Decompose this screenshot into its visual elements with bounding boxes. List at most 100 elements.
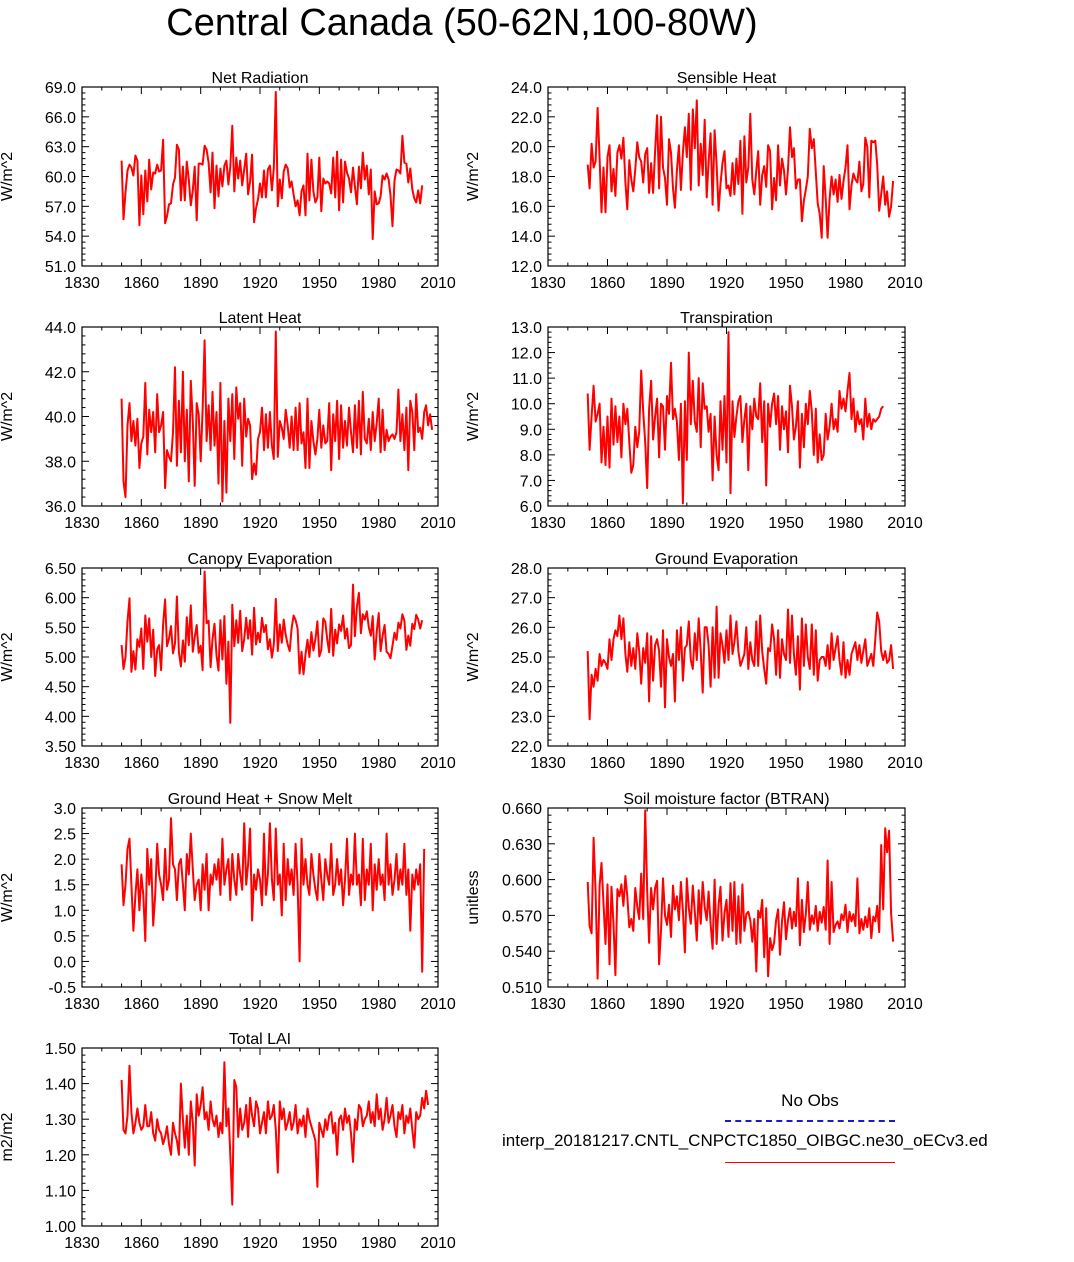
x-tick-label: 1890 — [183, 996, 219, 1013]
chart-panel-9: Total LAI m2/m2 1.00 1.10 1.20 1.30 1.40 1.50 18… — [0, 1031, 456, 1252]
x-tick-label: 1980 — [361, 996, 397, 1013]
y-tick-label: 69.0 — [45, 80, 76, 97]
x-tick-label: 1920 — [242, 275, 278, 292]
x-tick-label: 2010 — [420, 755, 456, 772]
chart-panel-4: Transpiration W/m^2 6.0 7.0 8.0 9.0 10.0 11.0 12… — [465, 310, 923, 532]
panel-title: Net Radiation — [212, 70, 309, 87]
y-tick-label: 7.0 — [520, 473, 542, 490]
y-tick-label: 14.0 — [511, 229, 542, 246]
y-tick-label: 51.0 — [45, 259, 76, 276]
x-tick-label: 2010 — [887, 996, 923, 1013]
x-tick-label: 1830 — [530, 515, 566, 532]
y-tick-label: 6.00 — [45, 591, 76, 608]
chart-panel-2: Sensible Heat W/m^2 12.0 14.0 16.0 18.0 20.0 22… — [465, 70, 923, 292]
x-tick-label: 1950 — [302, 1235, 338, 1252]
x-tick-label: 1950 — [768, 515, 804, 532]
chart-panel-7: Ground Heat + Snow Melt W/m^2 -0.5 0.0 0.5 1.… — [0, 791, 456, 1013]
chart-panel-6: Ground Evaporation W/m^2 22.0 23.0 24.0 25.0 2… — [465, 551, 923, 772]
panel-title: Ground Evaporation — [655, 551, 798, 568]
y-axis-label: W/m^2 — [0, 152, 16, 201]
x-tick-label: 1860 — [590, 515, 626, 532]
y-tick-label: 1.5 — [54, 878, 76, 895]
series-line — [586, 809, 895, 980]
x-tick-label: 1980 — [361, 755, 397, 772]
y-axis-label: W/m^2 — [0, 873, 16, 922]
x-tick-label: 1830 — [530, 755, 566, 772]
y-tick-label: 1.20 — [45, 1148, 76, 1165]
y-tick-label: 66.0 — [45, 110, 76, 127]
y-tick-label: 42.0 — [45, 365, 76, 382]
x-tick-label: 1890 — [183, 755, 219, 772]
series-line — [586, 605, 895, 721]
x-tick-label: 1830 — [530, 275, 566, 292]
x-tick-label: 1920 — [709, 275, 745, 292]
y-tick-label: -0.5 — [48, 980, 76, 997]
x-tick-label: 1890 — [183, 1235, 219, 1252]
y-tick-label: 24.0 — [511, 80, 542, 97]
y-tick-label: 18.0 — [511, 170, 542, 187]
x-tick-label: 1950 — [768, 755, 804, 772]
x-tick-label: 1860 — [124, 1235, 160, 1252]
x-tick-label: 2010 — [887, 515, 923, 532]
panel-title: Canopy Evaporation — [188, 551, 333, 568]
chart-panel-5: Canopy Evaporation W/m^2 3.50 4.00 4.50 5.00 5… — [0, 551, 456, 772]
x-tick-label: 1830 — [64, 996, 100, 1013]
x-tick-label: 1980 — [828, 755, 864, 772]
x-tick-label: 1830 — [64, 275, 100, 292]
x-tick-label: 1920 — [242, 515, 278, 532]
x-tick-label: 2010 — [420, 1235, 456, 1252]
y-tick-label: 5.50 — [45, 620, 76, 637]
series-line — [120, 817, 426, 973]
x-tick-label: 1860 — [590, 755, 626, 772]
y-tick-label: 22.0 — [511, 110, 542, 127]
y-tick-label: 28.0 — [511, 561, 542, 578]
y-tick-label: 26.0 — [511, 620, 542, 637]
y-tick-label: 5.00 — [45, 650, 76, 667]
x-tick-label: 2010 — [887, 275, 923, 292]
x-tick-label: 1920 — [709, 996, 745, 1013]
chart-panel-3: Latent Heat W/m^2 36.0 38.0 40.0 42.0 44.0 1830… — [0, 310, 456, 532]
y-tick-label: 12.0 — [511, 346, 542, 363]
y-tick-label: 0.600 — [502, 873, 542, 890]
chart-panel-8: Soil moisture factor (BTRAN) unitless 0.51… — [465, 791, 923, 1013]
y-tick-label: 1.50 — [45, 1041, 76, 1058]
y-tick-label: 44.0 — [45, 320, 76, 337]
y-tick-label: 11.0 — [512, 371, 542, 388]
x-tick-label: 1950 — [302, 515, 338, 532]
x-tick-label: 1860 — [124, 275, 160, 292]
x-tick-label: 1980 — [828, 996, 864, 1013]
x-tick-label: 1920 — [242, 1235, 278, 1252]
x-tick-label: 1920 — [242, 996, 278, 1013]
y-tick-label: 0.570 — [502, 908, 542, 925]
panel-title: Soil moisture factor (BTRAN) — [623, 791, 829, 808]
y-tick-label: 3.50 — [45, 739, 76, 756]
y-tick-label: 1.40 — [45, 1077, 76, 1094]
y-axis-label: unitless — [465, 870, 482, 924]
y-tick-label: 24.0 — [511, 680, 542, 697]
x-tick-label: 1950 — [302, 275, 338, 292]
x-tick-label: 1980 — [361, 515, 397, 532]
y-tick-label: 10.0 — [511, 397, 542, 414]
panel-title: Sensible Heat — [677, 70, 777, 87]
y-tick-label: 6.0 — [520, 499, 542, 516]
y-tick-label: 2.0 — [54, 852, 76, 869]
plot-frame — [81, 1047, 439, 1227]
y-axis-label: W/m^2 — [465, 632, 482, 681]
y-tick-label: 1.00 — [45, 1219, 76, 1236]
y-tick-label: 6.50 — [45, 561, 76, 578]
y-axis-label: W/m^2 — [0, 392, 16, 441]
y-tick-label: 40.0 — [45, 410, 76, 427]
x-tick-label: 1830 — [64, 755, 100, 772]
x-tick-label: 1920 — [242, 755, 278, 772]
y-tick-label: 54.0 — [45, 229, 76, 246]
y-tick-label: 1.0 — [54, 903, 76, 920]
series-line — [120, 570, 424, 724]
plot-frame — [547, 807, 906, 988]
x-tick-label: 1920 — [709, 755, 745, 772]
chart-panel-1: Net Radiation W/m^2 51.0 54.0 57.0 60.0 63.0 66… — [0, 70, 456, 292]
x-tick-label: 2010 — [420, 515, 456, 532]
x-tick-label: 1950 — [302, 755, 338, 772]
y-tick-label: 0.510 — [502, 980, 542, 997]
y-axis-label: W/m^2 — [0, 632, 16, 681]
x-tick-label: 1950 — [768, 996, 804, 1013]
